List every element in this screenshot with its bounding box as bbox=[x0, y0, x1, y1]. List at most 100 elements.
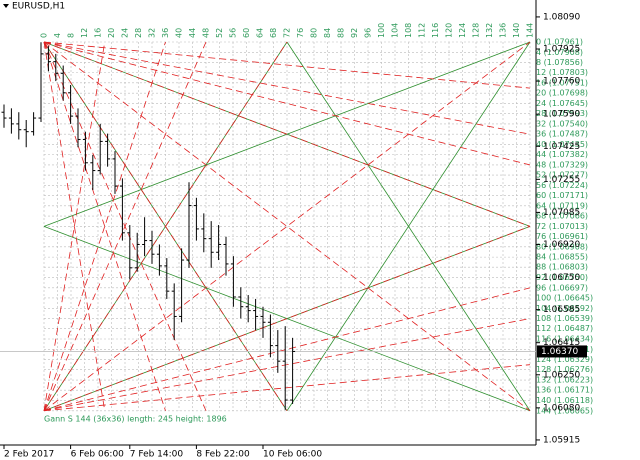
gann-column-label: 12 bbox=[80, 28, 89, 38]
gann-level-label: 116 (1.06434) bbox=[536, 335, 593, 344]
gann-fan-line bbox=[43, 41, 288, 411]
gann-level-label: 72 (1.07013) bbox=[536, 222, 588, 231]
y-tick-label: 1.07085 bbox=[543, 208, 580, 218]
gann-fan-line bbox=[43, 226, 531, 412]
gann-column-label: 0 bbox=[40, 33, 49, 38]
gann-fan-line bbox=[43, 41, 166, 411]
gann-level-label: 48 (1.07329) bbox=[536, 160, 588, 169]
gann-column-label: 116 bbox=[431, 23, 440, 38]
gann-level-label: 136 (1.06171) bbox=[536, 386, 593, 395]
x-tick-label: 6 Feb 06:00 bbox=[71, 450, 125, 460]
y-tick-label: 1.06750 bbox=[543, 273, 580, 283]
gann-fan-line bbox=[43, 41, 106, 411]
gann-column-label: 40 bbox=[175, 28, 184, 38]
gann-level-label: 124 (1.06329) bbox=[536, 355, 593, 364]
gann-column-label: 44 bbox=[188, 28, 197, 38]
gann-level-label: 16 (1.07751) bbox=[536, 78, 588, 87]
y-tick-label: 1.07925 bbox=[543, 45, 580, 55]
gann-column-label: 136 bbox=[499, 23, 508, 38]
gann-info: Gann S 144 (36x36) length: 245 height: 1… bbox=[44, 414, 227, 423]
gann-column-label: 52 bbox=[215, 28, 224, 38]
gann-fan-line bbox=[43, 364, 531, 412]
gann-column-label: 128 bbox=[472, 23, 481, 38]
gann-level-label: 12 (1.07803) bbox=[536, 68, 588, 77]
gann-level-label: 0 (1.07961) bbox=[536, 38, 583, 47]
current-price-label: 1.06370 bbox=[541, 347, 578, 357]
gann-level-label: 56 (1.07224) bbox=[536, 181, 588, 190]
current-price-box bbox=[537, 345, 587, 358]
gann-level-label: 8 (1.07856) bbox=[536, 58, 583, 67]
gann-fan-line bbox=[43, 41, 531, 412]
gann-column-label: 144 bbox=[526, 23, 535, 38]
gann-fan-line bbox=[43, 287, 531, 412]
gann-column-label: 104 bbox=[391, 23, 400, 38]
gann-level-label: 104 (1.06592) bbox=[536, 304, 593, 313]
gann-column-label: 28 bbox=[134, 28, 143, 38]
gann-level-label: 24 (1.07645) bbox=[536, 99, 588, 108]
gann-column-label: 68 bbox=[269, 28, 278, 38]
y-tick-label: 1.06585 bbox=[543, 305, 580, 315]
gann-column-label: 92 bbox=[350, 28, 359, 38]
gann-level-label: 108 (1.06539) bbox=[536, 314, 593, 323]
gann-column-label: 48 bbox=[202, 28, 211, 38]
gann-level-label: 28 (1.07593) bbox=[536, 109, 588, 118]
gann-fan-line bbox=[43, 41, 531, 135]
y-tick-label: 1.06920 bbox=[543, 240, 580, 250]
gann-fan-line bbox=[43, 41, 207, 411]
gann-column-label: 80 bbox=[310, 28, 319, 38]
gann-column-label: 16 bbox=[94, 28, 103, 38]
gann-level-label: 40 (1.07435) bbox=[536, 140, 588, 149]
gann-fan-line bbox=[43, 41, 531, 412]
gann-column-label: 108 bbox=[404, 23, 413, 38]
gann-level-label: 64 (1.07119) bbox=[536, 201, 588, 210]
x-tick-label: 10 Feb 06:00 bbox=[263, 450, 322, 460]
y-tick-label: 1.05915 bbox=[543, 435, 580, 445]
gann-column-label: 84 bbox=[323, 28, 332, 38]
x-tick-label: 2 Feb 2017 bbox=[4, 450, 54, 460]
y-tick-label: 1.06415 bbox=[543, 338, 580, 348]
chart-title: EURUSD,H1 bbox=[12, 2, 65, 12]
gann-level-label: 112 (1.06487) bbox=[536, 324, 593, 333]
gann-level-label: 32 (1.07540) bbox=[536, 119, 588, 128]
gann-column-label: 4 bbox=[53, 33, 62, 38]
y-tick-label: 1.08090 bbox=[543, 12, 580, 22]
gann-level-label: 140 (1.06118) bbox=[536, 396, 593, 405]
y-tick-label: 1.06250 bbox=[543, 370, 580, 380]
gann-level-label: 76 (1.06961) bbox=[536, 232, 588, 241]
gann-column-label: 100 bbox=[377, 23, 386, 38]
gann-level-label: 132 (1.06223) bbox=[536, 376, 593, 385]
gann-column-label: 32 bbox=[148, 28, 157, 38]
gann-column-label: 56 bbox=[229, 28, 238, 38]
symbol-menu-arrow[interactable] bbox=[3, 4, 9, 8]
x-tick-label: 8 Feb 22:00 bbox=[196, 450, 250, 460]
gann-column-label: 36 bbox=[161, 28, 170, 38]
gann-level-label: 68 (1.07066) bbox=[536, 212, 588, 221]
gann-level-label: 20 (1.07698) bbox=[536, 89, 588, 98]
gann-level-label: 88 (1.06803) bbox=[536, 263, 588, 272]
y-tick-label: 1.07760 bbox=[543, 77, 580, 87]
y-tick-label: 1.07590 bbox=[543, 110, 580, 120]
gann-fan-line bbox=[43, 318, 531, 412]
gann-level-label: 144 (1.06065) bbox=[536, 406, 593, 415]
gann-fan-line bbox=[43, 41, 531, 89]
gann-column-label: 132 bbox=[485, 23, 494, 38]
gann-column-label: 96 bbox=[364, 28, 373, 38]
gann-fan-line bbox=[43, 41, 106, 411]
gann-column-label: 64 bbox=[256, 28, 265, 38]
gann-level-label: 84 (1.06855) bbox=[536, 253, 588, 262]
gann-column-label: 8 bbox=[67, 33, 76, 38]
gann-column-label: 72 bbox=[283, 28, 292, 38]
gann-fan-line bbox=[43, 41, 166, 411]
gann-level-label: 4 (1.07908) bbox=[536, 48, 583, 57]
y-tick-label: 1.06080 bbox=[543, 403, 580, 413]
y-tick-label: 1.07425 bbox=[543, 142, 580, 152]
gann-column-label: 112 bbox=[418, 23, 427, 38]
gann-column-label: 140 bbox=[512, 23, 521, 38]
x-tick-label: 7 Feb 14:00 bbox=[130, 450, 184, 460]
y-tick-label: 1.07255 bbox=[543, 175, 580, 185]
gann-level-label: 36 (1.07487) bbox=[536, 130, 588, 139]
gann-level-label: 96 (1.06697) bbox=[536, 283, 588, 292]
gann-level-label: 44 (1.07382) bbox=[536, 150, 588, 159]
